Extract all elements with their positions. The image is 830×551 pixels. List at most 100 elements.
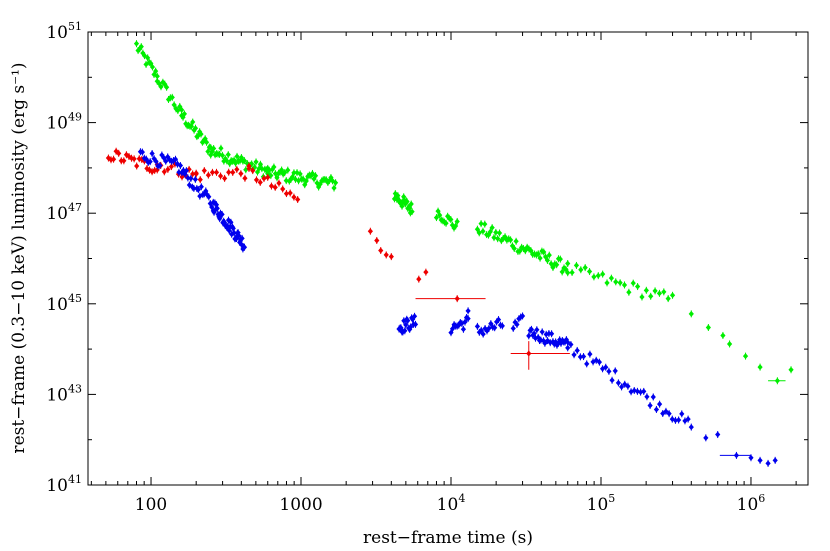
diamond-marker	[465, 307, 471, 314]
diamond-marker	[271, 164, 277, 171]
diamond-marker	[480, 331, 486, 338]
diamond-marker	[157, 162, 163, 169]
data-point	[161, 168, 167, 176]
data-point	[641, 387, 647, 395]
diamond-marker	[514, 321, 520, 328]
data-point	[110, 155, 117, 163]
diamond-marker	[613, 278, 619, 285]
data-point	[374, 236, 380, 244]
diamond-marker	[621, 281, 628, 288]
data-point	[400, 328, 406, 336]
diamond-marker	[660, 410, 666, 417]
diamond-marker	[574, 347, 580, 354]
diamond-marker	[641, 388, 647, 395]
diamond-marker	[544, 257, 551, 264]
data-point	[138, 43, 144, 51]
data-point	[282, 169, 288, 177]
data-point	[639, 293, 645, 301]
diamond-marker	[526, 350, 532, 357]
data-point	[603, 363, 609, 371]
data-point	[295, 177, 302, 185]
data-point	[276, 179, 282, 187]
diamond-marker	[587, 351, 593, 358]
data-point	[587, 350, 593, 358]
diamond-marker	[541, 249, 547, 256]
data-point	[526, 332, 532, 340]
diamond-marker	[571, 351, 577, 358]
data-point	[485, 231, 492, 239]
diamond-marker	[688, 424, 694, 431]
data-point	[625, 382, 631, 390]
y-tick-label: 1043	[46, 382, 82, 405]
data-point	[257, 178, 263, 186]
data-point	[206, 193, 212, 201]
diamond-marker	[577, 353, 583, 360]
y-axis-title: rest−frame (0.3−10 keV) luminosity (erg …	[9, 62, 29, 453]
diamond-marker	[219, 152, 226, 159]
diamond-marker	[388, 253, 394, 260]
diamond-marker	[416, 276, 422, 283]
data-point	[528, 325, 535, 333]
diamond-marker	[217, 172, 224, 179]
data-point	[175, 107, 181, 115]
data-point	[626, 288, 632, 296]
data-point	[573, 261, 580, 269]
data-point	[653, 405, 660, 413]
diamond-marker	[188, 175, 194, 182]
diamond-marker	[757, 364, 763, 371]
diamond-marker	[586, 268, 593, 275]
diamond-marker	[433, 214, 440, 221]
diamond-marker	[440, 217, 446, 224]
diamond-marker	[584, 360, 590, 367]
diamond-marker	[308, 172, 314, 179]
diamond-marker	[742, 353, 749, 360]
diamond-marker	[449, 325, 456, 332]
data-point	[411, 312, 418, 320]
data-point	[183, 167, 189, 175]
data-point	[172, 155, 179, 163]
data-point	[250, 167, 256, 175]
diamond-marker	[510, 325, 516, 332]
data-point	[563, 265, 569, 273]
data-point	[493, 228, 499, 236]
diamond-marker	[305, 173, 311, 180]
diamond-marker	[213, 169, 220, 176]
diamond-marker	[454, 295, 460, 302]
diamond-marker	[134, 162, 140, 169]
data-point	[552, 260, 558, 268]
diamond-marker	[489, 224, 495, 231]
diamond-marker	[226, 169, 232, 176]
diamond-marker	[669, 292, 676, 299]
diamond-marker	[600, 271, 606, 278]
data-point	[222, 174, 228, 182]
data-point	[157, 162, 163, 170]
data-point	[672, 416, 679, 424]
diamond-marker	[666, 410, 672, 417]
diamond-marker	[612, 367, 618, 374]
diamond-marker	[661, 288, 667, 295]
diamond-marker	[446, 215, 452, 222]
data-point	[595, 272, 601, 280]
data-point	[499, 322, 505, 330]
data-point	[510, 324, 516, 332]
diamond-marker	[198, 183, 204, 190]
data-point	[565, 260, 571, 268]
data-point	[287, 189, 293, 197]
data-point	[748, 454, 754, 462]
diamond-marker	[400, 328, 406, 335]
data-point	[331, 184, 337, 192]
data-point	[656, 289, 663, 297]
diamond-marker	[168, 163, 174, 170]
diamond-marker	[276, 180, 282, 187]
data-point	[329, 177, 336, 185]
data-point	[388, 253, 394, 261]
diamond-marker	[409, 208, 415, 215]
diamond-marker	[548, 330, 555, 337]
data-point	[177, 162, 184, 170]
diamond-marker	[383, 251, 389, 258]
x-tick-label: 1000	[279, 495, 322, 515]
plot-frame	[87, 31, 809, 486]
diamond-marker	[172, 156, 179, 163]
data-point	[548, 330, 555, 338]
diamond-marker	[546, 252, 552, 259]
